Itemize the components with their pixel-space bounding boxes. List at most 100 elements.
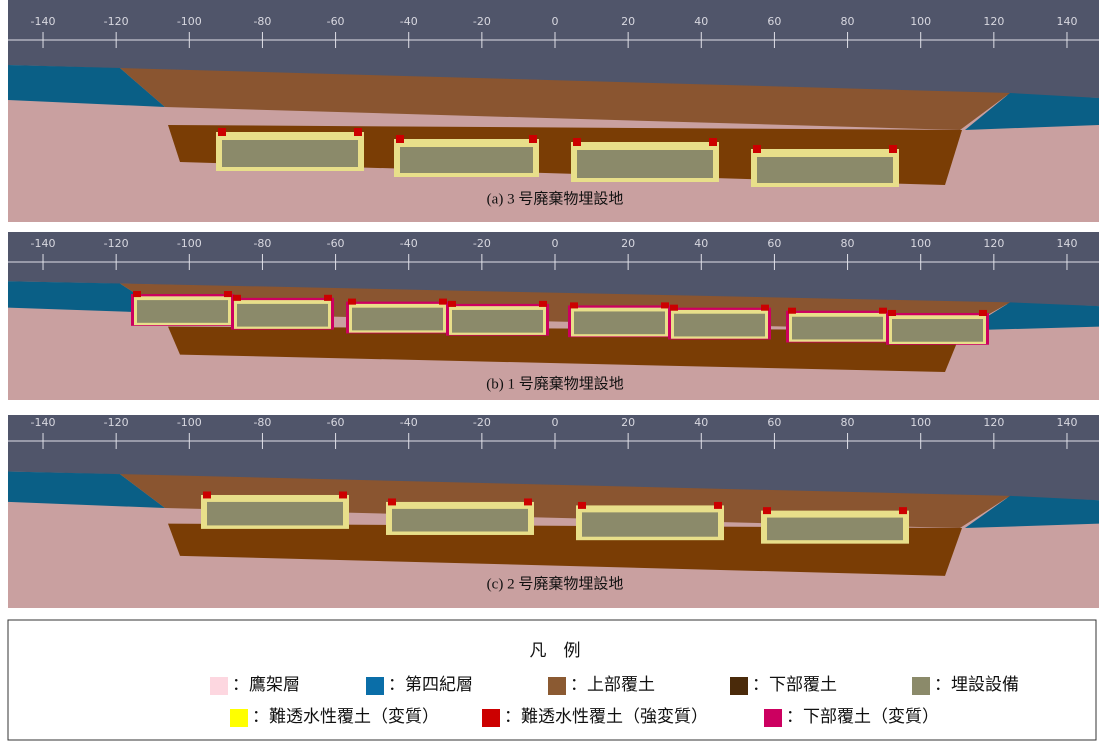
ruler-label: -40 (400, 416, 418, 429)
section (8, 0, 1099, 222)
ruler-label: -60 (327, 416, 345, 429)
ruler-label: 0 (552, 15, 559, 28)
facility (207, 501, 343, 526)
quaternary (965, 302, 1099, 331)
cap (354, 128, 362, 136)
ruler-label: -100 (177, 237, 202, 250)
ruler-label: 20 (621, 15, 635, 28)
caption: (c) 2 号廃棄物埋設地 (487, 574, 624, 592)
facility (352, 307, 443, 331)
ruler-label: 60 (767, 416, 781, 429)
legend-label: ：第四紀層 (388, 675, 473, 694)
facility (452, 309, 543, 333)
ruler-label: 140 (1056, 237, 1077, 250)
legend-swatch (764, 709, 782, 727)
cap (761, 304, 769, 311)
ruler-label: -120 (104, 416, 129, 429)
ruler-label: 20 (621, 237, 635, 250)
cap (348, 298, 356, 305)
cap (888, 309, 896, 316)
ruler-label: -80 (253, 416, 271, 429)
cap (899, 507, 907, 515)
facility (892, 319, 983, 342)
ruler-label: 80 (841, 15, 855, 28)
legend-label: ：難透水性覆土（強変質） (504, 707, 708, 726)
legend-label: ：鷹架層 (232, 674, 300, 694)
legend-swatch (230, 709, 248, 727)
ruler-label: -40 (400, 237, 418, 250)
ruler-label: -20 (473, 416, 491, 429)
cap (753, 145, 761, 153)
cap (324, 294, 332, 301)
facility (237, 303, 328, 327)
ruler-label: 80 (841, 416, 855, 429)
ruler-label: 100 (910, 15, 931, 28)
cap (979, 309, 987, 316)
cap (133, 291, 141, 298)
legend-swatch (482, 709, 500, 727)
legend-swatch (730, 677, 748, 695)
cap (661, 302, 669, 309)
ruler-label: 80 (841, 237, 855, 250)
cap (439, 298, 447, 305)
legend-swatch (210, 677, 228, 695)
ruler-label: -140 (31, 237, 56, 250)
cap (709, 138, 717, 146)
ruler-label: 60 (767, 15, 781, 28)
facility (767, 517, 903, 541)
ruler-label: 60 (767, 237, 781, 250)
legend-title: 凡 例 (530, 641, 581, 660)
cap (539, 300, 547, 307)
ruler-label: -140 (31, 15, 56, 28)
cap (203, 491, 211, 499)
legend-label: ：下部覆土（変質） (786, 707, 939, 726)
cap (570, 302, 578, 309)
legend-label: ：上部覆土 (570, 675, 655, 694)
ruler-label: 100 (910, 237, 931, 250)
facility (674, 313, 765, 337)
sky (8, 232, 1099, 307)
cap (879, 307, 887, 314)
cap (396, 135, 404, 143)
sky (8, 0, 1099, 98)
ruler-label: 100 (910, 416, 931, 429)
ruler-label: -80 (253, 15, 271, 28)
cap (524, 498, 532, 506)
facility (137, 300, 228, 323)
ruler-label: 40 (694, 237, 708, 250)
facility (792, 316, 883, 340)
quaternary (8, 65, 165, 107)
facility (222, 140, 358, 167)
ruler-label: -80 (253, 237, 271, 250)
ruler-label: -100 (177, 416, 202, 429)
facility (400, 147, 533, 173)
ruler-label: -20 (473, 237, 491, 250)
cap (578, 501, 586, 509)
cap (448, 300, 456, 307)
ruler-label: 140 (1056, 416, 1077, 429)
facility (757, 157, 893, 183)
cap (529, 135, 537, 143)
facility (582, 512, 718, 537)
quaternary (965, 93, 1099, 130)
cap (788, 307, 796, 314)
ruler-label: 0 (552, 416, 559, 429)
caption: (b) 1 号廃棄物埋設地 (486, 374, 624, 392)
ruler-label: -60 (327, 15, 345, 28)
sky (8, 415, 1099, 501)
ruler-label: 0 (552, 237, 559, 250)
section (8, 415, 1099, 608)
legend-label: ：下部覆土 (752, 675, 837, 694)
cap (388, 498, 396, 506)
quaternary (8, 471, 165, 509)
legend-swatch (548, 677, 566, 695)
quaternary (965, 495, 1099, 529)
legend-swatch (912, 677, 930, 695)
ruler-label: 120 (983, 15, 1004, 28)
legend-label: ：埋設設備 (934, 675, 1019, 694)
ruler-label: 40 (694, 15, 708, 28)
ruler-label: -120 (104, 237, 129, 250)
ruler-label: 120 (983, 237, 1004, 250)
ruler-label: -100 (177, 15, 202, 28)
